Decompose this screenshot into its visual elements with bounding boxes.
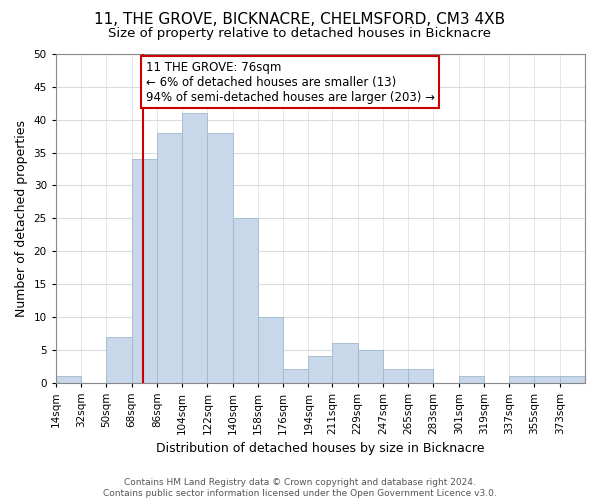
Bar [56,376,81,382]
Bar [383,370,408,382]
Bar [208,133,233,382]
Bar [131,159,157,382]
X-axis label: Distribution of detached houses by size in Bicknacre: Distribution of detached houses by size … [156,442,485,455]
Bar [106,336,131,382]
Bar [560,376,585,382]
Text: Contains HM Land Registry data © Crown copyright and database right 2024.
Contai: Contains HM Land Registry data © Crown c… [103,478,497,498]
Bar [182,113,208,382]
Text: 11, THE GROVE, BICKNACRE, CHELMSFORD, CM3 4XB: 11, THE GROVE, BICKNACRE, CHELMSFORD, CM… [94,12,506,28]
Bar [535,376,560,382]
Y-axis label: Number of detached properties: Number of detached properties [15,120,28,317]
Bar [458,376,484,382]
Bar [283,370,308,382]
Bar [233,218,258,382]
Text: 11 THE GROVE: 76sqm
← 6% of detached houses are smaller (13)
94% of semi-detache: 11 THE GROVE: 76sqm ← 6% of detached hou… [146,60,434,104]
Bar [408,370,433,382]
Text: Size of property relative to detached houses in Bicknacre: Size of property relative to detached ho… [109,28,491,40]
Bar [509,376,535,382]
Bar [258,317,283,382]
Bar [308,356,334,382]
Bar [157,133,182,382]
Bar [332,343,358,382]
Bar [358,350,383,382]
